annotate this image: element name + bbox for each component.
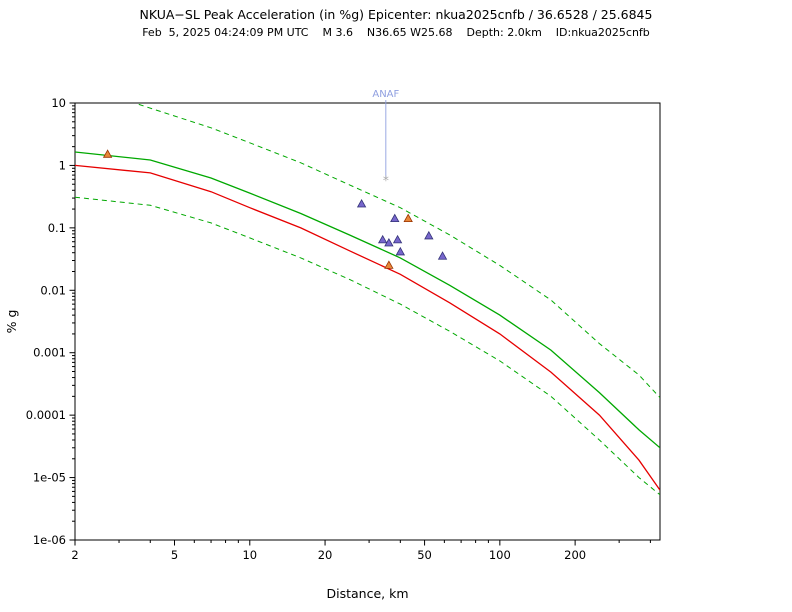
series-gmpe-upper-bound <box>138 103 660 399</box>
y-tick-label: 0.001 <box>33 346 66 360</box>
station-observations-orange <box>102 149 413 269</box>
station-triangle-marker <box>356 198 367 208</box>
chart-title: NKUA−SL Peak Acceleration (in %g) Epicen… <box>139 7 653 22</box>
y-tick-label: 0.01 <box>40 283 66 297</box>
plot-frame <box>74 102 661 541</box>
x-tick-label: 5 <box>171 548 178 562</box>
station-triangle-marker <box>437 251 448 260</box>
x-tick-label: 20 <box>318 548 333 562</box>
station-triangle-marker <box>102 149 113 158</box>
station-triangle-marker <box>392 234 403 244</box>
x-tick-label: 2 <box>71 548 78 562</box>
y-tick-label: 10 <box>51 96 66 110</box>
y-tick-label: 1 <box>59 158 66 172</box>
x-axis-label: Distance, km <box>326 586 408 601</box>
station-triangle-marker <box>390 213 400 223</box>
series-gmpe-lower-bound <box>75 196 660 496</box>
station-triangle-marker <box>403 213 413 223</box>
station-triangle-marker <box>395 246 406 256</box>
chart-subtitle: Feb 5, 2025 04:24:09 PM UTC M 3.6 N36.65… <box>142 26 650 39</box>
y-tick-label: 1e-05 <box>33 471 66 485</box>
x-tick-label: 10 <box>242 548 257 562</box>
chart-header: NKUA−SL Peak Acceleration (in %g) Epicen… <box>0 7 792 39</box>
station-marker: * <box>383 173 389 187</box>
y-tick-label: 0.1 <box>48 221 66 235</box>
station-label-ANAF: ANAF <box>372 89 399 100</box>
station-observations-blue <box>356 198 448 260</box>
y-axis-label: % g <box>4 310 19 334</box>
x-tick-label: 100 <box>489 548 511 562</box>
y-tick-label: 1e-06 <box>33 533 66 547</box>
x-tick-label: 200 <box>564 548 586 562</box>
station-triangle-marker <box>384 237 394 247</box>
x-tick-label: 50 <box>417 548 432 562</box>
series-gmpe-median <box>75 151 660 449</box>
station-triangle-marker <box>384 260 394 269</box>
y-tick-label: 0.0001 <box>26 408 66 422</box>
series-gmpe-alt-median <box>75 164 660 491</box>
station-triangle-marker <box>424 230 434 240</box>
station-triangle-marker <box>378 234 388 244</box>
